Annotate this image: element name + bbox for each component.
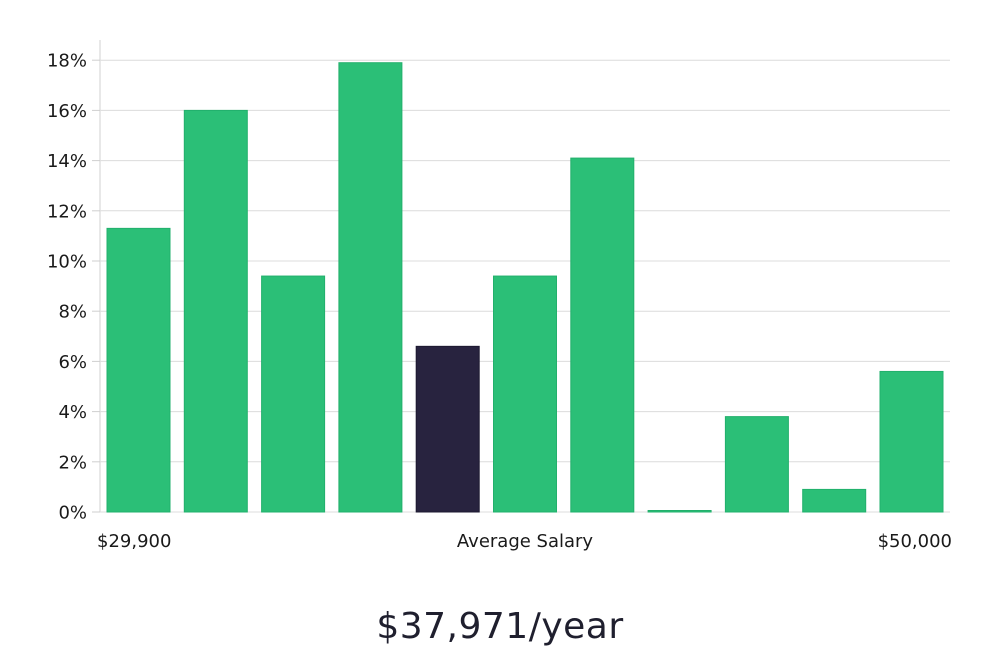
bars — [106, 62, 944, 513]
y-tick-label: 16% — [47, 101, 87, 122]
y-tick-label: 14% — [47, 151, 87, 172]
bar — [724, 416, 789, 513]
bar — [647, 510, 712, 513]
y-tick-label: 8% — [58, 302, 87, 323]
average-salary-value: $37,971/year — [376, 606, 624, 647]
x-max-label: $50,000 — [878, 531, 952, 552]
bar — [570, 157, 635, 513]
bar — [106, 227, 171, 513]
y-tick-label: 6% — [58, 352, 87, 373]
y-tick-label: 0% — [58, 503, 87, 524]
bar — [879, 370, 944, 513]
y-tick-label: 2% — [58, 452, 87, 473]
bar — [183, 109, 248, 513]
bar-highlighted — [415, 345, 480, 513]
x-axis-title: Average Salary — [457, 531, 594, 552]
bar — [261, 275, 326, 513]
salary-histogram: 0% 2% 4% 6% 8% 10% 12% 14% 16% 18% $29,900 Averag… — [47, 40, 952, 552]
y-tick-label: 12% — [47, 201, 87, 222]
bar — [338, 62, 403, 513]
x-min-label: $29,900 — [97, 531, 171, 552]
bar — [802, 488, 867, 513]
y-tick-label: 18% — [47, 51, 87, 72]
y-tick-labels: 0% 2% 4% 6% 8% 10% 12% 14% 16% 18% — [47, 51, 100, 524]
bar — [493, 275, 557, 513]
y-tick-label: 10% — [47, 252, 87, 273]
y-tick-label: 4% — [58, 402, 87, 423]
